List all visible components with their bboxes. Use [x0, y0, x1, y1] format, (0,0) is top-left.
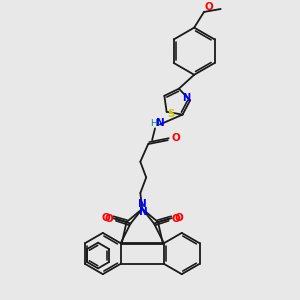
- Text: O: O: [171, 133, 180, 143]
- Text: N: N: [156, 118, 164, 128]
- Text: O: O: [174, 213, 183, 223]
- Text: S: S: [167, 109, 174, 119]
- Text: N: N: [139, 207, 148, 217]
- Text: N: N: [138, 199, 147, 209]
- Text: N: N: [182, 93, 190, 103]
- Text: O: O: [102, 213, 110, 223]
- Text: H: H: [150, 119, 157, 128]
- Text: O: O: [104, 214, 113, 224]
- Text: O: O: [205, 2, 213, 12]
- Text: O: O: [171, 214, 180, 224]
